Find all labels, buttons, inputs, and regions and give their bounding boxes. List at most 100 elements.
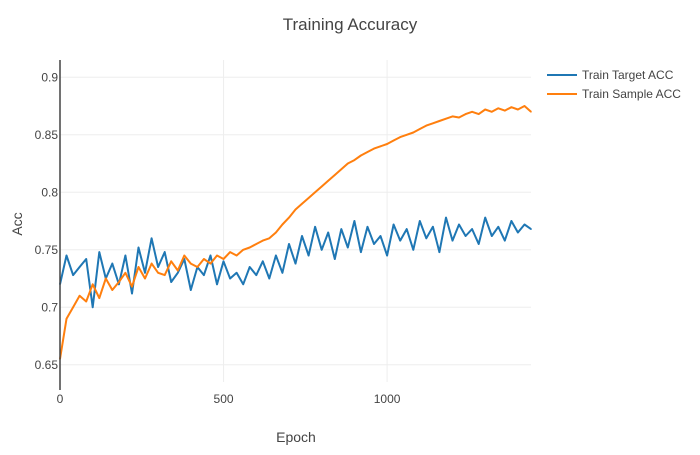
data-point: [288, 243, 290, 245]
y-tick-label: 0.65: [35, 358, 59, 372]
data-point: [85, 258, 87, 260]
data-point: [242, 249, 244, 251]
data-point: [327, 179, 330, 182]
data-point: [268, 237, 271, 240]
data-point: [281, 272, 284, 274]
data-point: [183, 254, 186, 257]
data-point: [235, 272, 238, 274]
data-point: [144, 277, 146, 280]
data-point: [432, 226, 434, 228]
y-tick-label: 0.85: [35, 128, 59, 142]
data-point: [451, 239, 454, 242]
data-point: [491, 235, 493, 237]
legend-label: Train Target ACC: [582, 68, 674, 82]
data-point: [78, 295, 81, 297]
data-point: [530, 111, 532, 113]
data-point: [288, 216, 290, 219]
data-point: [222, 260, 225, 263]
data-point: [150, 237, 153, 240]
data-point: [229, 251, 231, 253]
data-point: [91, 283, 94, 286]
data-point: [340, 228, 343, 230]
data-point: [294, 208, 297, 211]
data-point: [530, 228, 532, 230]
data-point: [419, 220, 421, 222]
data-point: [301, 235, 303, 237]
data-point: [150, 262, 153, 265]
data-point: [405, 228, 408, 230]
data-point: [386, 254, 388, 257]
data-point: [419, 128, 421, 130]
data-point: [78, 266, 81, 268]
data-point: [124, 272, 127, 274]
data-point: [307, 197, 310, 199]
data-point: [504, 109, 506, 112]
data-point: [432, 122, 434, 125]
axes: 0.65 0.7 0.75 0.8 0.85 0.9 0 500 1000: [35, 60, 401, 406]
data-point: [163, 251, 166, 253]
legend-item[interactable]: Train Target ACC: [547, 68, 674, 82]
data-point: [510, 220, 513, 222]
data-point: [405, 134, 408, 136]
data-point: [235, 254, 238, 257]
data-point: [72, 274, 74, 276]
y-tick-label: 0.8: [41, 185, 58, 199]
data-point: [229, 277, 231, 280]
data-point: [451, 115, 454, 118]
data-point: [425, 124, 428, 127]
data-point: [216, 283, 218, 286]
data-point: [425, 237, 428, 240]
data-point: [144, 272, 146, 274]
y-tick-label: 0.75: [35, 243, 59, 257]
x-tick-label: 1000: [374, 392, 401, 406]
legend[interactable]: Train Target ACC Train Sample ACC: [547, 68, 681, 101]
data-point: [111, 262, 114, 265]
data-point: [523, 223, 526, 226]
data-point: [216, 254, 218, 257]
data-point: [412, 131, 415, 134]
data-point: [471, 111, 473, 113]
data-point: [477, 113, 480, 115]
data-point: [347, 162, 349, 165]
data-point: [320, 185, 323, 188]
data-point: [196, 266, 199, 268]
data-point: [242, 283, 244, 286]
data-point: [163, 274, 166, 276]
data-point: [137, 266, 140, 268]
data-point: [327, 231, 330, 234]
x-axis-label: Epoch: [276, 429, 316, 445]
data-point: [523, 105, 526, 107]
data-point: [275, 254, 277, 257]
data-point: [209, 262, 212, 265]
data-point: [301, 203, 303, 205]
data-point: [111, 289, 114, 291]
data-point: [412, 249, 415, 251]
data-point: [170, 260, 172, 263]
data-point: [131, 292, 133, 295]
data-point: [510, 106, 513, 108]
data-point: [445, 216, 447, 219]
data-point: [366, 151, 369, 153]
data-point: [464, 235, 467, 237]
data-point: [190, 289, 192, 291]
data-point: [477, 243, 480, 245]
data-point: [98, 297, 101, 299]
data-point: [105, 277, 107, 280]
legend-item[interactable]: Train Sample ACC: [547, 87, 681, 101]
data-point: [334, 174, 336, 176]
chart-title: Training Accuracy: [283, 15, 418, 34]
data-point: [458, 223, 460, 226]
data-point: [65, 254, 68, 257]
data-point: [334, 258, 336, 260]
data-point: [353, 159, 356, 161]
data-point: [347, 246, 349, 249]
data-point: [255, 243, 258, 245]
data-point: [458, 116, 460, 119]
data-point: [373, 147, 375, 150]
data-point: [517, 231, 519, 234]
data-point: [392, 139, 395, 142]
data-point: [294, 262, 297, 265]
